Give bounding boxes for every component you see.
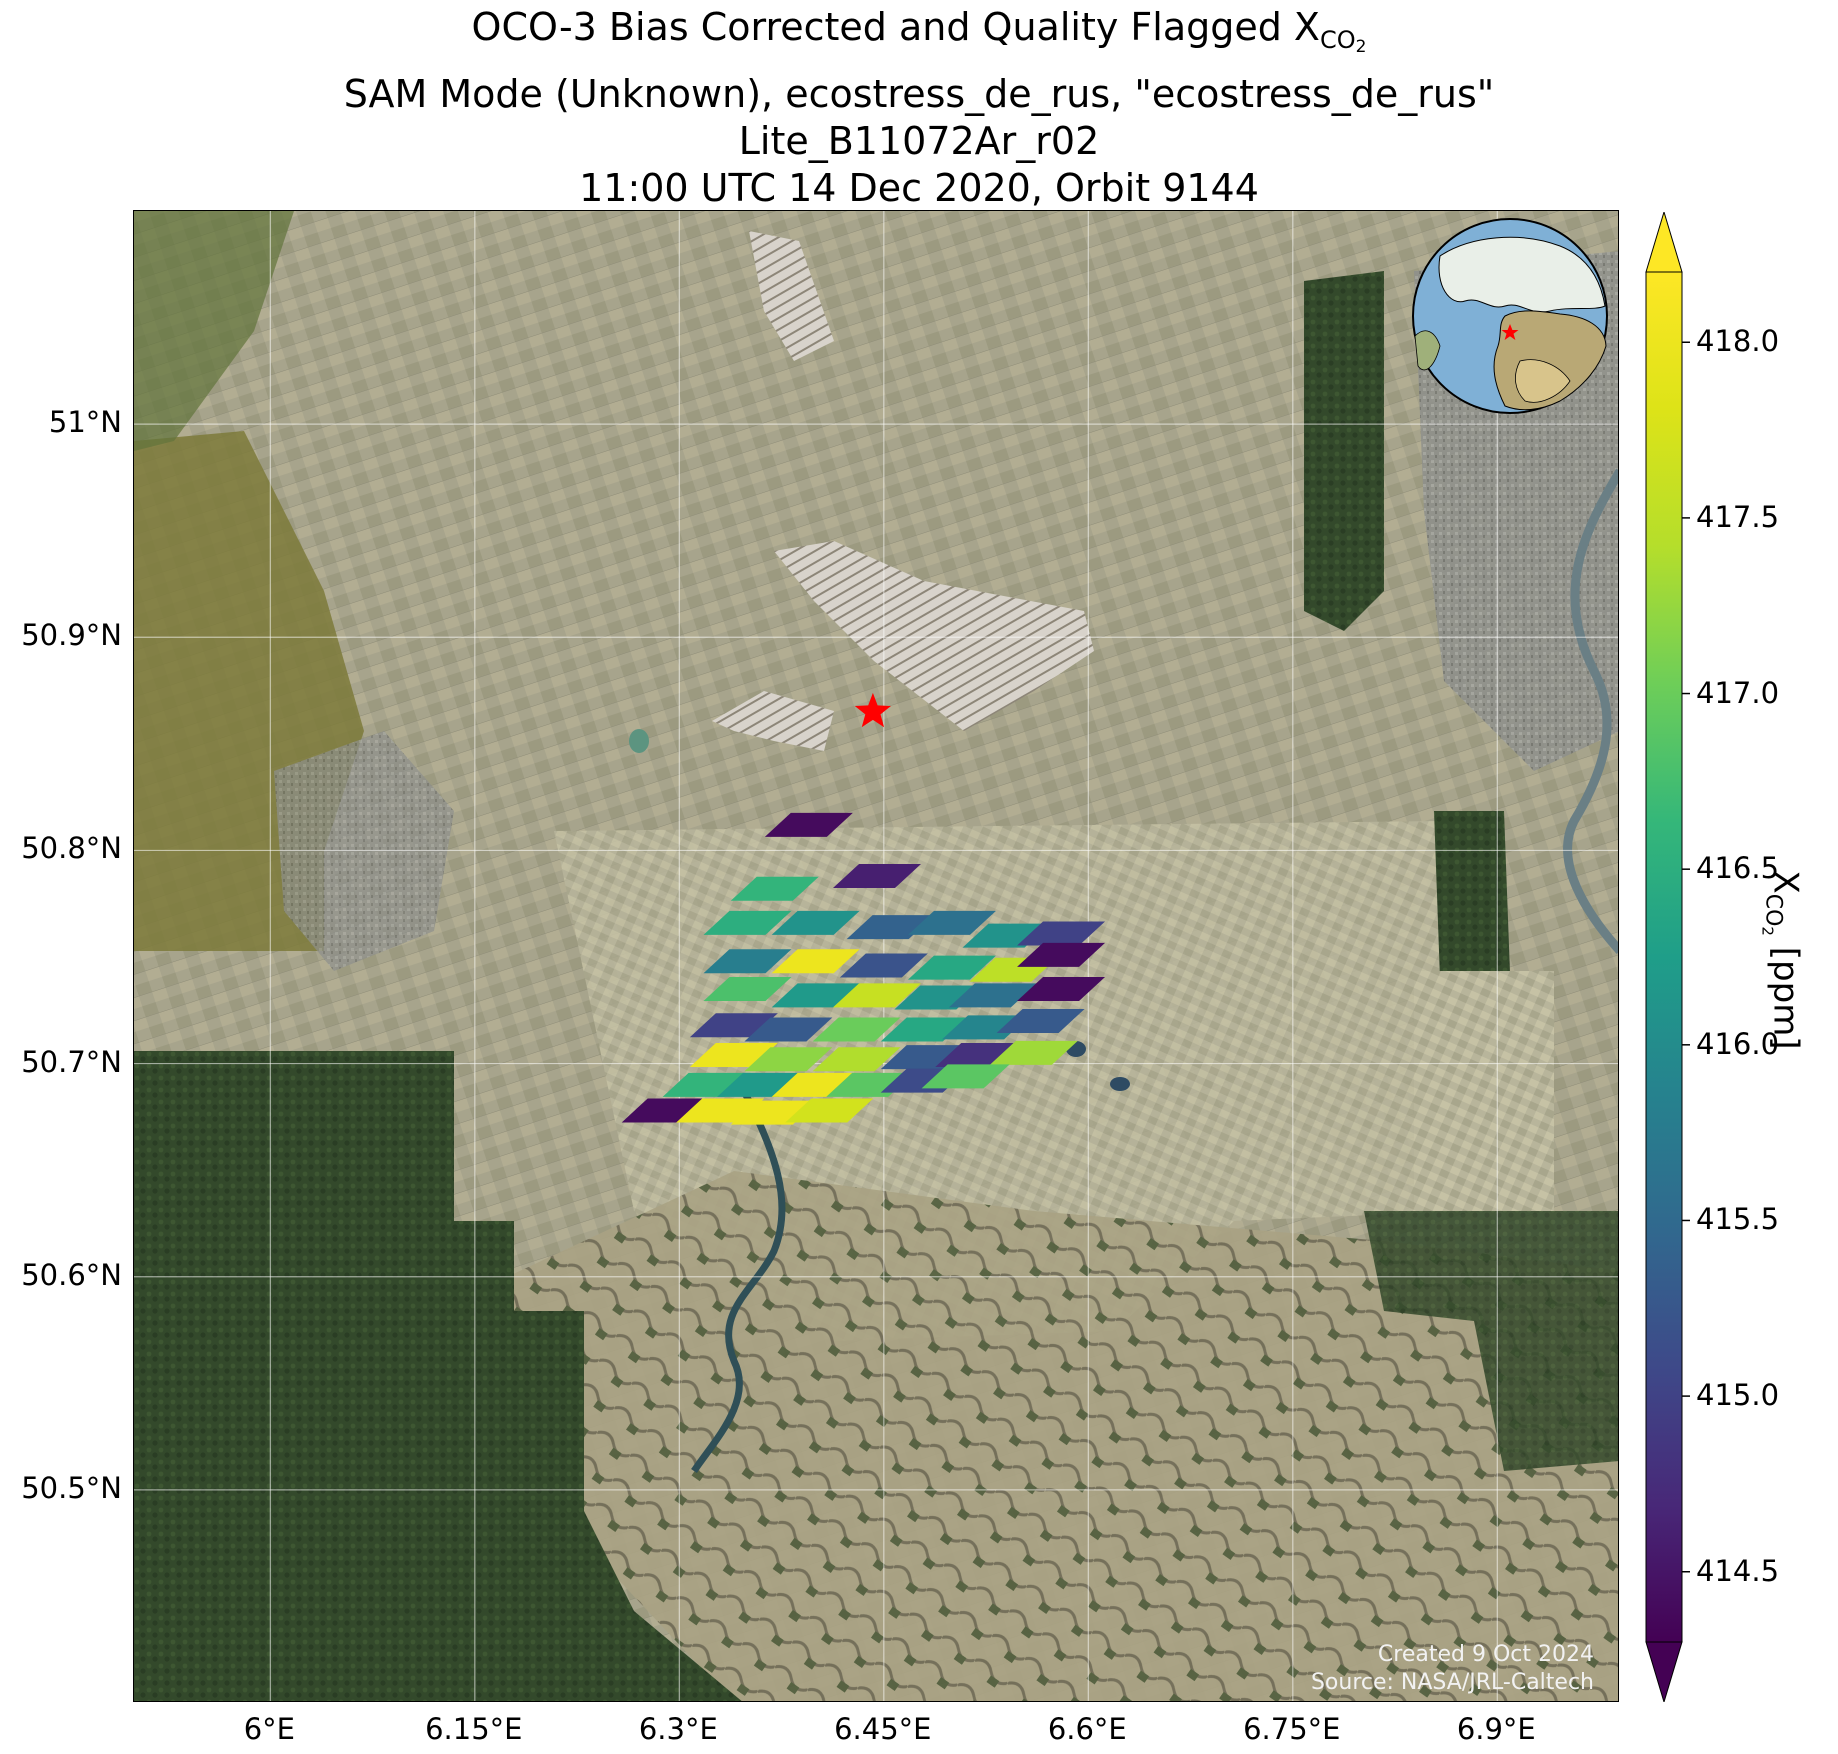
credit-source: Source: NASA/JRL-Caltech [1310,1670,1594,1695]
title-line-4: 11:00 UTC 14 Dec 2020, Orbit 9144 [579,166,1259,210]
lat-tick-label: 50.9°N [21,618,122,653]
lon-tick-label: 6.9°E [1456,1712,1536,1746]
xco2-sounding[interactable] [833,864,921,889]
title-line-1: OCO-3 Bias Corrected and Quality Flagged… [471,5,1367,57]
colorbar-tick-label: 417.0 [1696,675,1780,710]
satellite-basemap[interactable] [134,211,1619,1702]
colorbar-tick-label: 416.5 [1696,851,1780,886]
xco2-sounding[interactable] [907,955,996,980]
xco2-sounding[interactable] [921,1064,1010,1089]
colorbar-tick-label: 415.0 [1696,1378,1780,1413]
xco2-sounding[interactable] [703,910,792,935]
americas-land [1414,330,1441,371]
lat-tick-label: 50.6°N [21,1257,122,1292]
xco2-sounding[interactable] [744,1017,833,1042]
river-valley [691,1089,786,1473]
colorbar-gradient [1645,271,1683,1643]
globe-inset [1412,218,1608,414]
xco2-sounding[interactable] [833,983,921,1008]
forest-area-east-north [1304,271,1384,631]
lon-tick-label: 6.45°E [834,1712,932,1746]
colorbar-label: XCO2 [ppm] [1758,870,1806,1050]
xco2-sounding[interactable] [907,910,996,935]
lat-tick-label: 50.5°N [21,1470,122,1505]
lon-tick-label: 6.6°E [1047,1712,1127,1746]
lat-tick-label: 51°N [48,405,122,440]
title-line-3: Lite_B11072Ar_r02 [738,119,1100,163]
xco2-sounding[interactable] [839,953,928,978]
xco2-sounding[interactable] [771,949,860,974]
target-star-icon[interactable] [854,692,891,728]
colorbar-extend-min [1645,1641,1683,1702]
lon-tick-label: 6.15°E [425,1712,523,1746]
xco2-footprints[interactable] [621,812,1106,1125]
xco2-sounding[interactable] [1017,942,1106,967]
xco2-sounding[interactable] [744,1047,833,1072]
farmland-area-east [1414,971,1554,1211]
map-panel[interactable]: Created 9 Oct 2024 Source: NASA/JRL-Calt… [133,210,1619,1702]
open-pit-mine-hambach [774,541,1094,731]
xco2-sounding[interactable] [812,1047,901,1072]
greenland-arctic-land [1438,236,1606,313]
xco2-sounding[interactable] [942,1015,1031,1040]
xco2-sounding[interactable] [996,1008,1085,1033]
xco2-sounding[interactable] [785,1098,874,1123]
lon-tick-label: 6°E [243,1712,295,1746]
xco2-sounding[interactable] [703,949,792,974]
colorbar-tick-marks [1682,341,1690,1573]
colorbar-tick-label: 415.5 [1696,1202,1780,1237]
xco2-sounding[interactable] [703,976,792,1001]
lake [629,729,649,753]
fields-area-northwest [134,211,294,451]
river [1563,468,1618,955]
forest-area-southeast [1364,1211,1618,1471]
colorbar-tick-label: 416.0 [1696,1026,1780,1061]
lake [1110,1077,1130,1091]
colorbar-tick-label: 417.5 [1696,499,1780,534]
lat-tick-label: 50.8°N [21,831,122,866]
location-star-icon [1501,324,1519,340]
forest-area-southwest [134,1051,742,1701]
open-pit-mine-garzweiler [749,231,834,361]
xco2-sounding[interactable] [989,1040,1078,1065]
lon-tick-label: 6.75°E [1243,1712,1341,1746]
lon-tick-label: 6.3°E [638,1712,718,1746]
open-pit-mine-inden [712,691,834,751]
colorbar [1645,212,1690,1702]
xco2-sounding[interactable] [771,983,860,1008]
xco2-sounding[interactable] [1017,921,1106,946]
lat-tick-label: 50.7°N [21,1044,122,1079]
colorbar-tick-label: 418.0 [1696,324,1780,359]
colorbar-tick-label: 414.5 [1696,1553,1780,1588]
xco2-sounding[interactable] [764,812,853,837]
xco2-sounding[interactable] [812,1017,901,1042]
xco2-sounding[interactable] [948,983,1037,1008]
title-line-2: SAM Mode (Unknown), ecostress_de_rus, "e… [343,72,1495,116]
credit-created: Created 9 Oct 2024 [1377,1642,1594,1667]
figure-title: OCO-3 Bias Corrected and Quality Flagged… [0,4,1838,212]
xco2-sounding[interactable] [771,910,860,935]
xco2-sounding[interactable] [1017,976,1106,1001]
hills-area-south [434,1171,1618,1701]
sahara-land [1515,359,1571,403]
xco2-sounding[interactable] [730,876,819,901]
colorbar-extend-max [1645,212,1683,273]
